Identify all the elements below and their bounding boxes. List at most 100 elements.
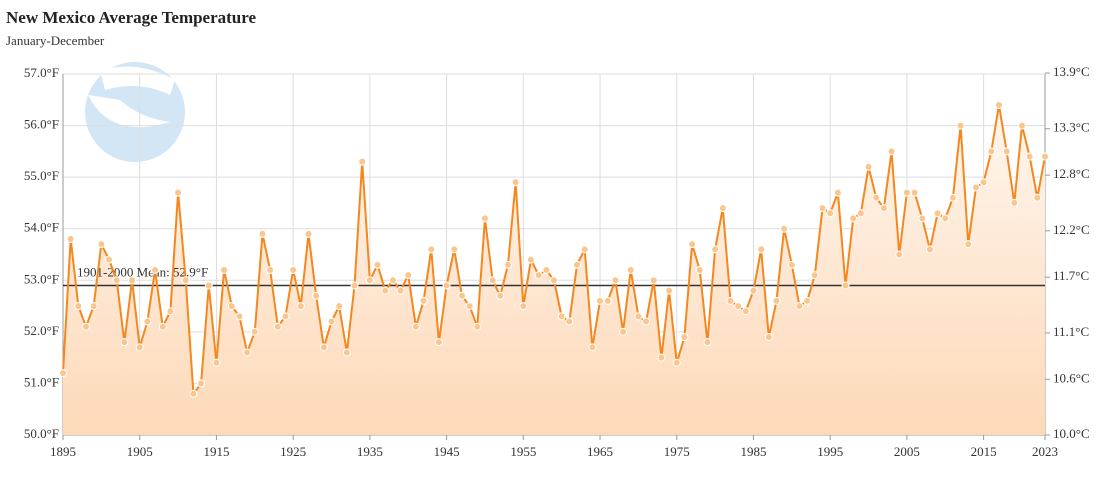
chart-title: New Mexico Average Temperature [6,8,256,27]
point [189,389,198,398]
point [642,317,651,326]
point [335,302,344,311]
point [128,276,137,285]
point [319,343,328,352]
point [427,245,436,254]
point [342,348,351,357]
point [887,147,896,156]
point [442,281,451,290]
point [434,338,443,347]
point [151,265,160,274]
point [680,333,689,342]
point [457,291,466,300]
y2-tick-label: 11.7°C [1053,268,1089,283]
point [166,307,175,316]
y2-tick-label: 13.9°C [1053,64,1090,79]
point [235,312,244,321]
point [204,281,213,290]
point [557,312,566,321]
point [97,240,106,249]
x-tick-label: 1995 [817,444,843,459]
x-tick-label: 2015 [971,444,997,459]
point [212,358,221,367]
point [1033,193,1042,202]
point [657,353,666,362]
point [105,255,114,264]
point [496,291,505,300]
point [956,121,965,130]
x-tick-label: 1955 [510,444,536,459]
point [411,322,420,331]
x-tick-label: 2023 [1032,444,1058,459]
point [312,291,321,300]
point [1010,198,1019,207]
point [688,240,697,249]
x-tick-label: 1945 [434,444,460,459]
point [243,348,252,357]
chart-subtitle: January-December [6,33,105,48]
point [718,204,727,213]
y2-tick-label: 10.6°C [1053,370,1090,385]
point [1017,121,1026,130]
point [74,302,83,311]
point [826,209,835,218]
point [711,245,720,254]
point [565,317,574,326]
area [63,104,1045,435]
point [542,265,551,274]
point [994,100,1003,109]
x-tick-label: 1965 [587,444,613,459]
point [925,245,934,254]
point [59,369,67,378]
x-tick-label: 1905 [127,444,153,459]
point [780,224,789,233]
point [1002,147,1011,156]
logo [85,62,185,162]
point [503,260,512,269]
point [971,183,980,192]
point [979,178,988,187]
point [573,260,582,269]
x-tick-label: 1895 [50,444,76,459]
point [810,271,819,280]
point [726,296,735,305]
point [787,260,796,269]
point [649,276,658,285]
point [404,271,413,280]
y-tick-label: 50.0°F [24,426,59,441]
point [419,296,428,305]
point [396,286,405,295]
point [327,317,336,326]
point [1025,152,1034,161]
point [289,265,298,274]
y-tick-label: 51.0°F [24,374,59,389]
y2-tick-label: 12.2°C [1053,222,1090,237]
point [174,188,183,197]
x-tick-label: 1975 [664,444,690,459]
point [135,343,144,352]
point [158,322,167,331]
point [864,162,873,171]
point [634,312,643,321]
point [764,333,773,342]
point [580,245,589,254]
point [619,327,628,336]
point [304,229,313,238]
point [1041,152,1049,161]
point [358,157,367,166]
point [703,338,712,347]
point [902,188,911,197]
point [872,193,881,202]
y-tick-label: 56.0°F [24,117,59,132]
point [480,214,489,223]
x-tick-label: 1925 [280,444,306,459]
point [941,214,950,223]
y2-tick-label: 11.1°C [1053,324,1089,339]
point [987,147,996,156]
point [519,302,528,311]
point [450,245,459,254]
point [143,317,152,326]
point [550,276,558,285]
point [795,302,804,311]
